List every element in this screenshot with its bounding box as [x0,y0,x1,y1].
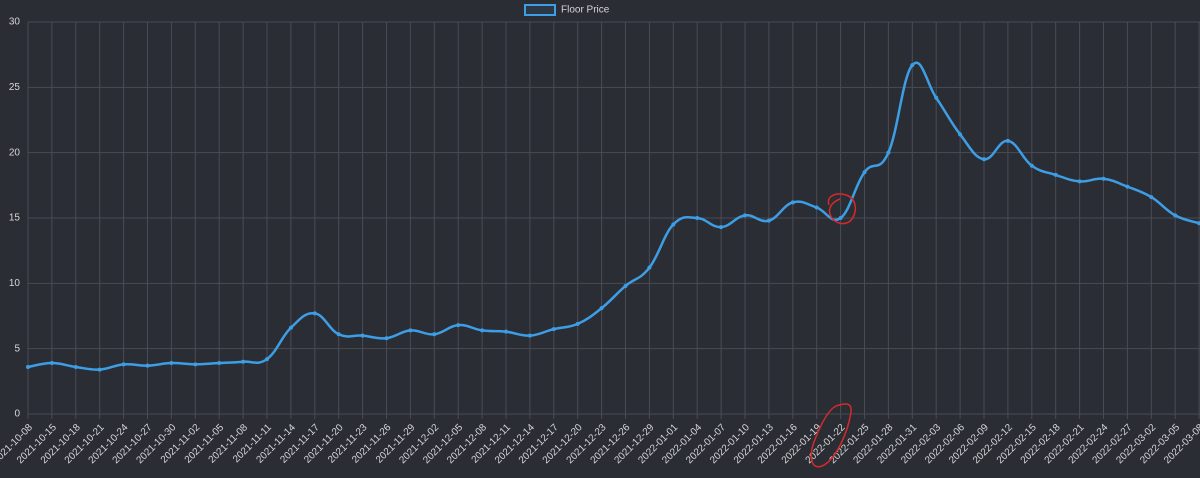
series-line [27,61,1200,371]
data-point [193,362,198,367]
data-point [1101,176,1106,181]
data-point [982,157,986,162]
data-point [312,311,317,316]
data-point [1005,138,1010,143]
y-tick-label: 0 [14,409,20,420]
annotation-circle [810,403,852,468]
data-point [73,364,78,369]
data-point [814,205,819,210]
y-tick-label: 30 [9,17,21,28]
data-point [49,361,54,366]
data-point [790,200,795,205]
data-point [838,216,843,220]
data-point [527,333,532,338]
plot: 0510152025302021-10-082021-10-152021-10-… [0,17,1200,466]
data-point [1053,172,1058,177]
data-point [1125,184,1130,189]
data-point [671,222,676,227]
data-point [288,325,293,330]
data-point [1029,163,1034,168]
data-point [97,367,102,372]
data-point [121,362,126,367]
data-point [575,321,580,326]
y-tick-label: 5 [14,343,20,354]
data-point [408,328,413,333]
data-point [958,132,963,137]
y-tick-label: 25 [9,82,21,93]
y-tick-label: 10 [9,278,21,289]
data-point [1197,221,1200,226]
data-point [145,363,150,368]
data-point [336,332,341,337]
data-point [241,359,246,364]
data-point [695,216,700,220]
data-point [1149,195,1154,200]
data-point [934,95,939,100]
legend[interactable]: Floor Price [524,4,610,16]
data-point [719,225,724,230]
data-point [1077,179,1082,184]
data-point [599,306,604,311]
data-point [26,364,30,369]
data-point [265,357,269,362]
y-tick-label: 20 [9,147,21,158]
data-point [169,361,174,366]
data-point [456,323,461,328]
legend-swatch [524,4,556,16]
data-point [766,218,771,223]
y-tick-label: 15 [9,213,21,224]
data-point [623,283,628,288]
data-point [504,329,508,334]
data-point [1173,213,1178,218]
data-point [647,265,652,270]
data-point [743,213,747,218]
data-point [217,361,222,366]
data-point [384,336,389,341]
data-point [360,333,365,338]
data-point [432,332,437,337]
data-point [886,150,891,155]
data-point [862,170,867,175]
annotation-circle [827,193,857,225]
data-point [910,63,915,68]
data-point [551,327,556,332]
legend-label: Floor Price [561,5,610,16]
data-point [480,328,485,333]
